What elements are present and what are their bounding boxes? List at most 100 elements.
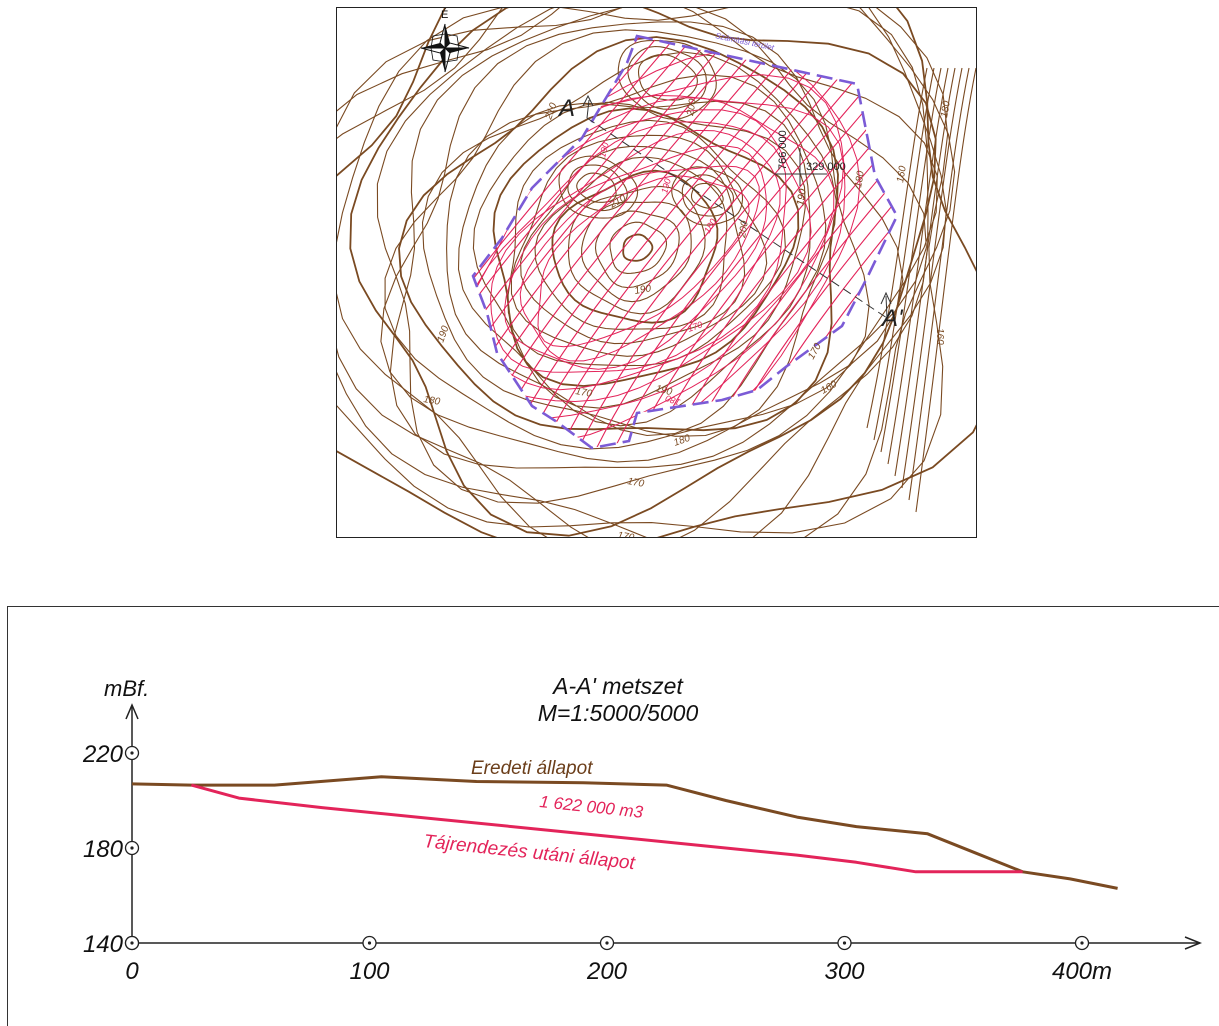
- contour-label: 180: [853, 170, 867, 189]
- contour-label: 190: [634, 283, 653, 297]
- planned-contour-line: [586, 36, 897, 448]
- original-contour-line: [681, 174, 735, 217]
- x-tick-dot: [367, 941, 372, 945]
- contour-label: 200: [685, 98, 699, 118]
- chart-subtitle: M=1:5000/5000: [538, 700, 699, 726]
- original-contour-line: [337, 8, 949, 534]
- contour-label: 160: [934, 328, 945, 345]
- contour-label: 190: [795, 188, 809, 207]
- series-lines: [131, 775, 1118, 890]
- legend-original-state: Eredeti állapot: [471, 758, 593, 779]
- contour-label: 210: [607, 193, 628, 212]
- original-contour-line: [472, 101, 806, 409]
- planned-contour-line: [532, 36, 864, 448]
- legend-planned-state: Tájrendezés utáni állapot: [422, 831, 636, 874]
- section-arrowhead-a: [582, 94, 594, 107]
- original-contour-line: [558, 155, 639, 219]
- contour-label: 210: [543, 101, 560, 122]
- section-end-label: A': [880, 305, 904, 332]
- section-line: [586, 117, 888, 319]
- planned-contour-label: 180: [664, 393, 682, 408]
- original-contour-line: [908, 67, 970, 501]
- original-contour-line: [690, 182, 724, 209]
- original-contour-line: [384, 29, 870, 450]
- original-contour-line: [627, 45, 707, 110]
- planned-contour-line: [537, 175, 750, 348]
- x-tick-dot: [842, 941, 847, 945]
- planned-contour-line: [473, 36, 684, 448]
- original-contour-line: [609, 221, 668, 274]
- section-arrow-a: [586, 99, 590, 119]
- contour-label: 160: [895, 165, 909, 184]
- original-contour-line: [915, 67, 976, 513]
- original-contour-line: [520, 145, 746, 345]
- planned-contour-line: [473, 36, 648, 448]
- x-tick-label: 100: [349, 958, 390, 985]
- original-contour-line: [534, 156, 728, 330]
- chart-title: A-A' metszet: [551, 673, 684, 699]
- contour-label: 170: [626, 476, 645, 490]
- original-contour-line: [581, 201, 692, 303]
- y-tick-dot: [130, 941, 134, 945]
- original-contour-line: [617, 39, 717, 120]
- cross-section-panel: A-A' metszet M=1:5000/5000 mBf. 0 100 200 3…: [7, 606, 1219, 1026]
- original-contour-line: [894, 67, 956, 477]
- planned-contour-label: 170: [686, 319, 704, 334]
- contour-label: 200: [737, 220, 751, 240]
- series-planned-state-line: [191, 783, 1023, 874]
- x-tick-label: 300: [824, 958, 865, 985]
- annotation-volume: 1 622 000 m3: [539, 792, 645, 822]
- contour-label: 170: [806, 341, 824, 361]
- x-tick-label: 0: [125, 958, 139, 985]
- original-contour-line: [421, 51, 837, 437]
- contour-label: 190: [795, 188, 809, 207]
- y-tick-label: 220: [82, 741, 124, 768]
- x-tick-label: 200: [586, 958, 628, 985]
- contour-label: 190: [654, 383, 673, 398]
- planned-contour-label: 190: [659, 177, 673, 194]
- original-contour-line: [594, 210, 680, 289]
- original-contour-line: [551, 169, 719, 324]
- original-contour-line: [866, 67, 928, 429]
- original-contour-line: [337, 8, 929, 537]
- original-contour-line: [380, 21, 904, 463]
- x-tick-label: 400m: [1052, 958, 1112, 985]
- planned-contour-line: [473, 36, 738, 448]
- y-tick-dot: [130, 846, 134, 850]
- original-contour-line: [398, 36, 839, 432]
- planned-contour-line: [604, 36, 897, 448]
- compass-north-label: É: [441, 8, 448, 21]
- section-start-label: A: [557, 95, 575, 122]
- y-axis-arrow-icon: [125, 703, 139, 720]
- original-contour-line: [349, 8, 937, 537]
- contour-label: 170: [574, 386, 593, 400]
- planned-contour-line: [519, 165, 760, 362]
- planned-contour-line: [473, 74, 846, 448]
- planned-contour-line: [473, 36, 756, 448]
- planned-contour-label: 190: [597, 141, 611, 158]
- planned-contour-line: [473, 94, 845, 442]
- original-contour-line: [337, 8, 976, 537]
- planned-contour-line: [676, 36, 897, 448]
- y-tick-dot: [130, 751, 134, 755]
- contour-map-canvas: A A' 766 000 329 000 Számítási terület É…: [337, 8, 976, 537]
- planned-contour-line: [473, 51, 861, 448]
- x-tick-dot: [605, 941, 609, 945]
- section-arrowhead-a2: [880, 291, 892, 305]
- planned-contour-line: [473, 36, 774, 448]
- contour-label: 180: [939, 100, 953, 119]
- original-contour-line: [376, 8, 938, 504]
- compass-rose-icon: [420, 23, 470, 73]
- coord-x-label: 329 000: [806, 161, 846, 173]
- series-original-state-line: [131, 775, 1118, 890]
- planned-contour-line: [550, 36, 882, 448]
- coord-y-label: 766 000: [777, 130, 789, 170]
- planned-contour-line: [568, 36, 897, 448]
- x-axis-arrow-icon: [1184, 936, 1203, 950]
- x-tick-dot: [1080, 941, 1084, 945]
- planned-contour-line: [473, 97, 835, 420]
- original-contour-line: [622, 233, 654, 262]
- original-contours: [337, 8, 976, 537]
- original-contour-line: [880, 67, 942, 453]
- calculation-area-boundary: [471, 34, 899, 450]
